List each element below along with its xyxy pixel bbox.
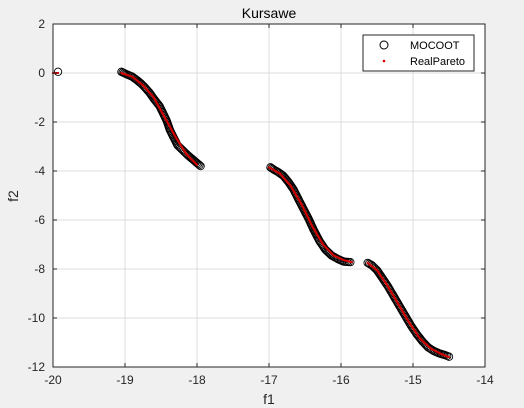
mocoot-point — [196, 161, 205, 171]
mocoot-point — [407, 322, 416, 331]
mocoot-point — [195, 160, 204, 170]
legend-label-realpareto: RealPareto — [410, 56, 465, 68]
x-tick-label: -15 — [404, 373, 422, 387]
mocoot-point — [194, 159, 203, 169]
series-realpareto — [51, 71, 451, 359]
y-tick-label: -10 — [28, 311, 46, 325]
x-tick-label: -16 — [332, 373, 350, 387]
series-mocoot — [53, 67, 454, 361]
mocoot-point — [410, 326, 419, 336]
x-tick-label: -17 — [260, 373, 278, 387]
mocoot-point — [380, 277, 390, 287]
realpareto-point — [350, 261, 353, 264]
ticks — [52, 23, 486, 368]
mocoot-point — [379, 276, 389, 285]
legend-marker-realpareto — [382, 59, 386, 63]
mocoot-point — [346, 257, 355, 267]
y-tick-label: 0 — [38, 66, 45, 80]
mocoot-point — [405, 319, 415, 329]
series-layer — [51, 67, 454, 361]
realpareto-point — [56, 71, 60, 75]
realpareto-point — [195, 163, 199, 166]
x-tick-label: -18 — [188, 373, 206, 387]
y-tick-label: -4 — [34, 164, 45, 178]
mocoot-point — [377, 273, 387, 282]
y-tick-label: 2 — [38, 17, 45, 31]
legend: MOCOOT RealPareto — [362, 34, 475, 72]
y-tick-label: -6 — [34, 213, 45, 227]
grid-lines — [53, 24, 485, 367]
x-tick-label: -14 — [476, 373, 494, 387]
legend-box — [362, 34, 475, 72]
x-tick-label: -20 — [44, 373, 62, 387]
legend-marker-mocoot — [379, 40, 389, 50]
mocoot-point — [53, 67, 63, 76]
y-axis-title: f2 — [5, 190, 21, 202]
mocoot-point — [406, 321, 415, 330]
chart-title: Kursawe — [242, 5, 297, 21]
x-axis-title: f1 — [263, 391, 275, 407]
x-tick-labels: -20 -19 -18 -17 -16 -15 -14 — [44, 373, 494, 387]
y-tick-label: -2 — [34, 115, 45, 129]
legend-label-mocoot: MOCOOT — [410, 40, 460, 52]
mocoot-point — [378, 274, 388, 284]
y-tick-label: -8 — [34, 262, 45, 276]
mocoot-point — [408, 324, 417, 333]
y-tick-label: -12 — [28, 360, 46, 374]
realpareto-point — [447, 356, 451, 359]
y-tick-labels: -12 -10 -8 -6 -4 -2 0 2 — [28, 17, 46, 374]
mocoot-point — [409, 325, 418, 334]
x-tick-label: -19 — [116, 373, 134, 387]
